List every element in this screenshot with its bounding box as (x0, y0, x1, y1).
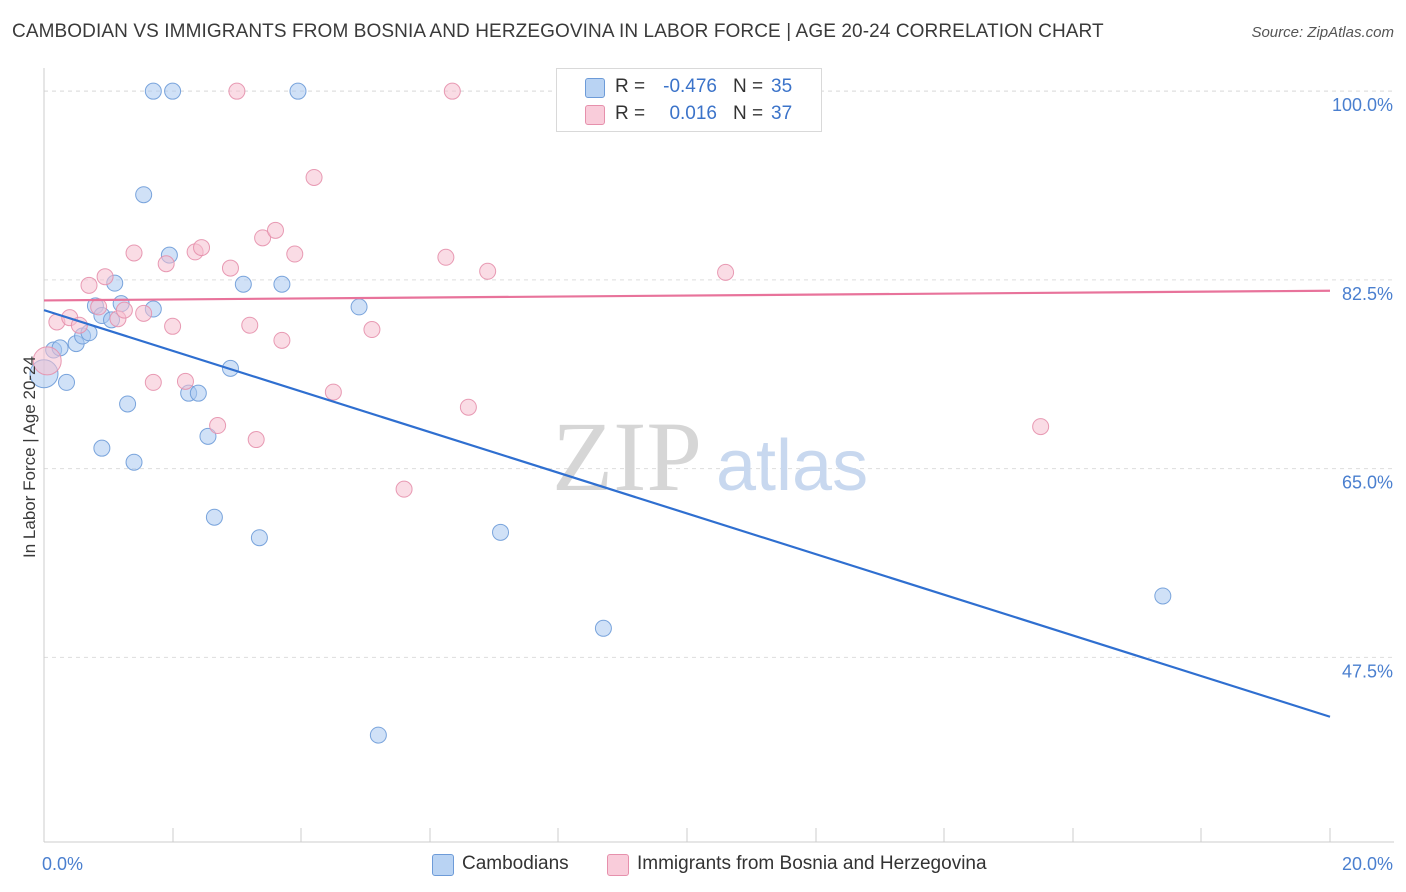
axes (43, 68, 1394, 843)
bosnia-point (717, 263, 735, 281)
bosnia-point (80, 276, 98, 294)
bosnia-point (228, 82, 246, 100)
legend-row-cambodians: R = -0.476 N = 35 (557, 74, 821, 100)
bosnia-point (395, 480, 413, 498)
legend-label: Cambodians (462, 853, 569, 874)
x-tick-label: 0.0% (42, 854, 83, 874)
cambodians-point (125, 453, 143, 471)
chart-title: CAMBODIAN VS IMMIGRANTS FROM BOSNIA AND … (12, 21, 1104, 42)
bosnia-point (176, 372, 194, 390)
bosnia-point (1032, 418, 1050, 436)
bosnia-point (193, 239, 211, 257)
legend-n-label: N = (733, 103, 764, 124)
bosnia-point (459, 398, 477, 416)
bosnia-point (443, 82, 461, 100)
bosnia-point (115, 301, 133, 319)
legend-n-value: 35 (771, 76, 793, 97)
cambodians-point (189, 384, 207, 402)
cambodians-point (205, 508, 223, 526)
bosnia-point (135, 304, 153, 322)
trend-lines (43, 289, 1331, 718)
series-legend: Cambodians Immigrants from Bosnia and He… (0, 851, 1406, 879)
bosnia-point (32, 346, 62, 376)
bosnia-point (157, 255, 175, 273)
legend-r-value: -0.476 (663, 76, 717, 97)
bosnia-point (70, 316, 88, 334)
source-label: Source: ZipAtlas.com (1251, 24, 1394, 41)
cambodians-point (289, 82, 307, 100)
legend-label: Immigrants from Bosnia and Herzegovina (637, 853, 987, 874)
legend-swatch-pink (607, 854, 629, 876)
cambodians-point (164, 82, 182, 100)
cambodians-point (350, 298, 368, 316)
y-tick-label: 47.5% (1342, 661, 1393, 681)
bosnia-point (164, 317, 182, 335)
legend-r-label: R = (615, 76, 646, 97)
bosnia-point (254, 229, 272, 247)
legend-swatch-blue (432, 854, 454, 876)
legend-r-label: R = (615, 103, 646, 124)
legend-swatch-blue (585, 78, 605, 98)
cambodians-point (273, 275, 291, 293)
y-axis-label: In Labor Force | Age 20-24 (20, 356, 39, 558)
legend-swatch-pink (585, 105, 605, 125)
cambodians-point (135, 186, 153, 204)
y-tick-label: 100.0% (1332, 95, 1393, 115)
cambodians-trend-line (43, 309, 1331, 718)
bosnia-point (266, 221, 284, 239)
bosnia-point (273, 331, 291, 349)
cambodians-point (58, 373, 76, 391)
cambodians-point (199, 427, 217, 445)
stats-legend: R = -0.476 N = 35 R = 0.016 N = 37 (556, 68, 822, 132)
cambodians-point (492, 523, 510, 541)
bosnia-point (125, 244, 143, 262)
cambodians-point (1154, 587, 1172, 605)
bosnia-trend-line (43, 289, 1331, 302)
y-tick-label: 65.0% (1342, 473, 1393, 493)
bosnia-point (247, 431, 265, 449)
bosnia-point (437, 248, 455, 266)
cambodians-point (144, 82, 162, 100)
y-tick-label: 82.5% (1342, 284, 1393, 304)
cambodians-point (119, 395, 137, 413)
legend-n-label: N = (733, 76, 764, 97)
bosnia-point (144, 373, 162, 391)
bosnia-point (286, 245, 304, 263)
cambodians-point (250, 529, 268, 547)
legend-row-bosnia: R = 0.016 N = 37 (557, 101, 821, 127)
tick-labels: 100.0% 82.5% 65.0% 47.5% 0.0% 20.0% (42, 95, 1393, 874)
legend-n-value: 37 (771, 103, 793, 124)
cambodians-point (594, 619, 612, 637)
bosnia-point (241, 316, 259, 334)
bosnia-point (221, 259, 239, 277)
bosnia-point (209, 417, 227, 435)
legend-r-value: 0.016 (669, 103, 717, 124)
bosnia-point (305, 168, 323, 186)
cambodians-point (369, 726, 387, 744)
bosnia-point (96, 268, 114, 286)
watermark: ZIP atlas (552, 401, 868, 512)
bosnia-point (479, 262, 497, 280)
bosnia-point (363, 321, 381, 339)
cambodians-point (234, 275, 252, 293)
bosnia-point (90, 298, 108, 316)
cambodians-point (93, 439, 111, 457)
x-tick-label: 20.0% (1342, 854, 1393, 874)
data-points (29, 82, 1172, 744)
bosnia-point (324, 383, 342, 401)
watermark-atlas: atlas (716, 426, 868, 506)
